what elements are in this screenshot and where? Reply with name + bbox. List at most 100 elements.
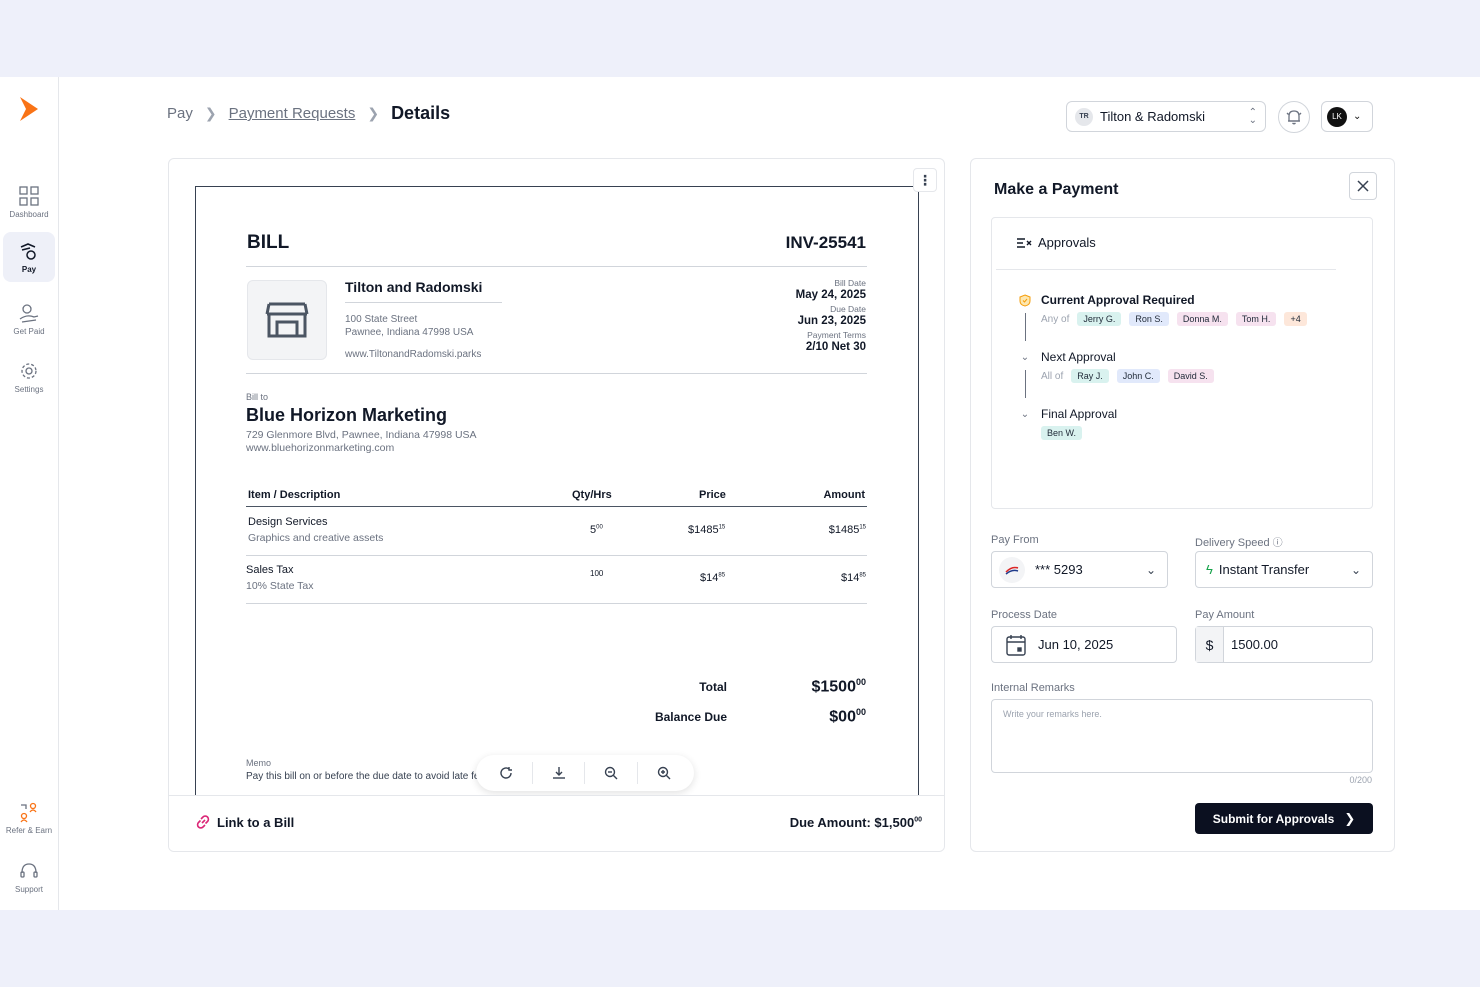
- pay-from-value: *** 5293: [1035, 562, 1083, 577]
- sidebar: Dashboard Pay Get Paid Settings Refer &: [0, 77, 59, 910]
- organization-select[interactable]: TR Tilton & Radomski ⌃ ⌄: [1066, 101, 1266, 132]
- vendor-logo: [247, 280, 327, 360]
- breadcrumb-root[interactable]: Pay: [167, 105, 193, 122]
- bill-to-address: 729 Glenmore Blvd, Pawnee, Indiana 47998…: [246, 429, 477, 455]
- delivery-speed-label: Delivery Speed ⓘ: [1195, 534, 1283, 549]
- calendar-icon: [1006, 634, 1026, 656]
- approver-chip: Donna M.: [1176, 312, 1228, 326]
- table-row: Design Services Graphics and creative as…: [246, 508, 867, 556]
- get-paid-icon: [19, 304, 39, 323]
- delivery-speed-select[interactable]: ϟ Instant Transfer ⌄: [1195, 551, 1373, 588]
- line-item-subtitle: 10% State Tax: [246, 580, 314, 592]
- process-date-field[interactable]: Jun 10, 2025: [991, 626, 1177, 663]
- chevron-down-icon: ⌄: [1020, 408, 1030, 420]
- bill-date-label: Bill Date: [834, 278, 866, 288]
- close-button[interactable]: [1349, 172, 1377, 200]
- remarks-char-counter: 0/200: [1349, 775, 1372, 785]
- price-decimal: 85: [718, 572, 726, 579]
- sidebar-item-pay[interactable]: Pay: [3, 232, 55, 282]
- more-approvers-chip[interactable]: +4: [1284, 312, 1307, 326]
- line-item-price: $148515: [688, 524, 725, 536]
- more-options-button[interactable]: ⋮: [913, 168, 937, 192]
- gear-icon: [21, 363, 37, 379]
- chevron-down-icon: ⌄: [1020, 351, 1030, 363]
- submit-for-approvals-button[interactable]: Submit for Approvals ❯: [1195, 803, 1373, 834]
- notifications-button[interactable]: [1278, 101, 1310, 133]
- zoom-out-button[interactable]: [596, 761, 626, 785]
- approver-list: Any of Jerry G. Ron S. Donna M. Tom H. +…: [1041, 312, 1315, 326]
- sidebar-item-support[interactable]: Support: [3, 852, 55, 902]
- bill-date: May 24, 2025: [795, 289, 866, 301]
- vendor-address: 100 State Street Pawnee, Indiana 47998 U…: [345, 313, 473, 339]
- memo-text: Pay this bill on or before the due date …: [246, 771, 551, 782]
- approver-chip: John C.: [1116, 369, 1160, 383]
- balance-due-value: $0000: [829, 707, 866, 726]
- amount-value: $1485: [828, 524, 860, 536]
- process-date-label: Process Date: [991, 609, 1058, 621]
- sidebar-item-label: Pay: [21, 265, 37, 274]
- make-payment-panel: Make a Payment Approvals Current Approva…: [970, 158, 1395, 852]
- approver-chip: Ray J.: [1071, 369, 1109, 383]
- approver-chip: David S.: [1167, 369, 1214, 383]
- chevron-down-icon: ⌄: [1350, 562, 1361, 577]
- line-item-description: Design Services: [248, 516, 328, 528]
- qty-decimal: 00: [596, 524, 603, 531]
- dashboard-icon: [19, 186, 39, 206]
- close-icon: [1357, 180, 1369, 192]
- shield-check-icon: [1018, 293, 1032, 307]
- bill-to-address-line: 729 Glenmore Blvd, Pawnee, Indiana 47998…: [246, 429, 477, 441]
- bank-logo-icon: [999, 556, 1025, 583]
- pay-amount-label: Pay Amount: [1195, 609, 1255, 621]
- price-decimal: 15: [718, 524, 726, 531]
- pay-amount-field[interactable]: $ 1500.00: [1195, 626, 1373, 663]
- link-to-bill-button[interactable]: Link to a Bill: [195, 814, 294, 830]
- approver-chip: Tom H.: [1235, 312, 1277, 326]
- bell-icon: [1286, 110, 1302, 125]
- sidebar-item-get-paid[interactable]: Get Paid: [3, 294, 55, 344]
- approval-list-icon: [1017, 237, 1032, 248]
- brand-logo-icon[interactable]: [18, 97, 40, 121]
- total-decimal: 00: [855, 677, 866, 687]
- invoice-number: INV-25541: [785, 233, 866, 252]
- approver-list: All of Ray J. John C. David S.: [1041, 369, 1222, 383]
- approver-list: Ben W.: [1041, 426, 1090, 440]
- terms-label: Payment Terms: [807, 330, 866, 340]
- sidebar-item-refer-earn[interactable]: Refer & Earn: [3, 793, 55, 843]
- table-row: Sales Tax 10% State Tax 100 $1485 $1485: [246, 556, 867, 604]
- bill-title: BILL: [247, 232, 290, 253]
- line-item-description: Sales Tax: [246, 564, 294, 576]
- price-value: $14: [700, 572, 719, 584]
- bill-to-label: Bill to: [246, 392, 269, 402]
- zoom-in-button[interactable]: [649, 761, 679, 785]
- column-header-price: Price: [699, 489, 726, 501]
- pay-from-select[interactable]: *** 5293 ⌄: [991, 551, 1168, 588]
- bill-preview: BILL INV-25541 Tilton and Radomski 100 S…: [195, 186, 919, 796]
- breadcrumb-parent-link[interactable]: Payment Requests: [228, 105, 356, 122]
- download-icon: [552, 767, 565, 779]
- internal-remarks-input[interactable]: Write your remarks here.: [991, 699, 1373, 773]
- bill-to-website: www.bluehorizonmarketing.com: [246, 442, 395, 454]
- qty-decimal: 00: [594, 569, 604, 578]
- amount-value: $14: [840, 572, 860, 584]
- balance-decimal: 00: [855, 707, 866, 717]
- org-name: Tilton & Radomski: [1100, 109, 1205, 124]
- column-header-qty: Qty/Hrs: [572, 489, 612, 501]
- amount-decimal: 85: [859, 572, 866, 579]
- headset-icon: [20, 863, 38, 878]
- qty-value: 5: [590, 524, 597, 536]
- sidebar-item-settings[interactable]: Settings: [3, 352, 55, 402]
- document-toolbar: [476, 755, 694, 791]
- column-header-item: Item / Description: [248, 489, 341, 501]
- download-button[interactable]: [544, 761, 574, 785]
- breadcrumb: Pay ❯ Payment Requests ❯ Details: [167, 103, 450, 124]
- zoom-in-icon: [657, 766, 671, 780]
- pay-from-label: Pay From: [991, 534, 1039, 546]
- user-menu-button[interactable]: LK ⌄: [1321, 101, 1373, 132]
- vendor-address-line1: 100 State Street: [345, 314, 418, 325]
- bill-meta: Bill Date May 24, 2025 Due Date Jun 23, …: [796, 278, 866, 356]
- divider: [996, 269, 1336, 270]
- sidebar-item-dashboard[interactable]: Dashboard: [3, 177, 55, 227]
- amount-decimal: 15: [859, 524, 866, 531]
- refresh-button[interactable]: [491, 761, 521, 785]
- info-icon[interactable]: ⓘ: [1272, 538, 1283, 549]
